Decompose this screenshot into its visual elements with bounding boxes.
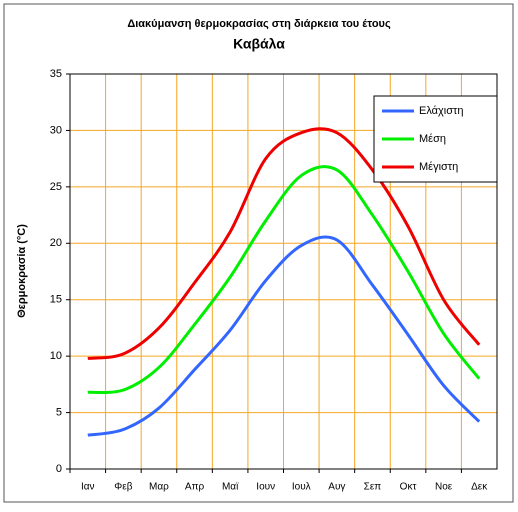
y-tick-label: 0: [56, 463, 62, 475]
series-line: [87, 165, 481, 395]
y-tick-label: 25: [50, 181, 62, 193]
x-tick-label: Απρ: [185, 482, 205, 493]
series-line: [87, 235, 481, 437]
x-tick-label: Ιουλ: [292, 482, 311, 493]
legend-label: Μέγιστη: [419, 161, 458, 173]
y-tick-label: 10: [50, 350, 62, 362]
y-tick-label: 20: [50, 237, 62, 249]
x-tick-label: Αυγ: [328, 482, 345, 493]
legend-label: Μέση: [419, 133, 446, 145]
x-tick-label: Μαϊ: [222, 482, 239, 493]
legend-label: Ελάχιστη: [419, 105, 464, 117]
y-axis-label: Θερμοκρασία (°C): [16, 224, 28, 318]
chart-title: Διακύμανση θερμοκρασίας στη διάρκεια του…: [127, 18, 391, 30]
y-tick-label: 5: [56, 406, 62, 418]
chart-frame: [3, 3, 514, 503]
x-tick-label: Φεβ: [114, 482, 132, 493]
x-tick-label: Μαρ: [149, 482, 169, 493]
x-tick-label: Δεκ: [471, 482, 488, 493]
x-tick-label: Σεπ: [364, 482, 382, 493]
x-tick-label: Οκτ: [400, 482, 417, 493]
y-tick-label: 35: [50, 68, 62, 80]
x-tick-label: Νοε: [435, 482, 453, 493]
x-tick-label: Ιουν: [256, 482, 275, 493]
x-tick-label: Ιαν: [81, 482, 95, 493]
y-tick-label: 15: [50, 294, 62, 306]
chart-subtitle: Καβάλα: [233, 36, 285, 52]
y-tick-label: 30: [50, 124, 62, 136]
series-line: [87, 127, 481, 360]
